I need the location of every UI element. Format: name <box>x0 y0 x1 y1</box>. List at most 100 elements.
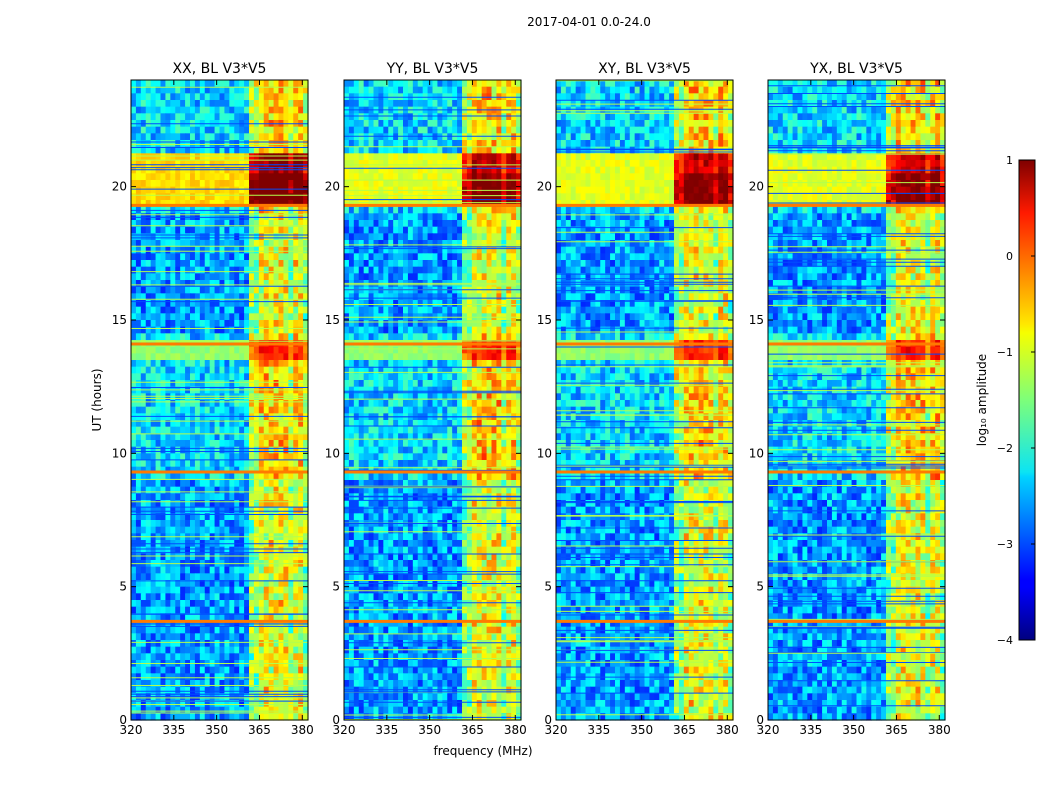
heatmap-cell <box>383 273 389 280</box>
heatmap-cell <box>254 273 260 280</box>
heatmap-cell <box>447 133 453 140</box>
heatmap-cell <box>141 407 147 414</box>
heatmap-cell <box>264 133 270 140</box>
heatmap-cell <box>195 640 201 647</box>
heatmap-cell <box>418 207 424 214</box>
heatmap-cell <box>239 493 245 500</box>
heatmap-cell <box>369 80 375 87</box>
heatmap-cell <box>462 233 468 240</box>
heatmap-cell <box>293 153 299 160</box>
heatmap-cell <box>259 440 265 447</box>
heatmap-cell <box>151 313 157 320</box>
heatmap-cell <box>428 180 434 187</box>
heatmap-cell <box>156 360 162 367</box>
heatmap-cell <box>156 173 162 180</box>
heatmap-cell <box>190 227 196 234</box>
heatmap-cell <box>131 227 137 234</box>
heatmap-cell <box>195 247 201 254</box>
heatmap-cell <box>244 360 250 367</box>
heatmap-cell <box>175 587 181 594</box>
heatmap-cell <box>269 360 275 367</box>
heatmap-cell <box>170 193 176 200</box>
heatmap-cell <box>264 267 270 274</box>
heatmap-cell <box>146 573 152 580</box>
heatmap-cell <box>200 480 206 487</box>
heatmap-cell <box>279 173 285 180</box>
heatmap-cell <box>229 447 235 454</box>
heatmap-cell <box>175 300 181 307</box>
heatmap-cell <box>279 80 285 87</box>
panel-title: XX, BL V3*V5 <box>173 61 267 77</box>
heatmap-cell <box>205 553 211 560</box>
heatmap-cell <box>298 407 304 414</box>
heatmap-cell <box>467 273 473 280</box>
heatmap-cell <box>190 320 196 327</box>
heatmap-cell <box>146 427 152 434</box>
heatmap-cell <box>146 107 152 114</box>
heatmap-cell <box>215 287 221 294</box>
heatmap-cell <box>283 667 289 674</box>
heatmap-cell <box>249 327 255 334</box>
heatmap-cell <box>477 260 483 267</box>
heatmap-cell <box>506 127 512 134</box>
heatmap-cell <box>165 80 171 87</box>
heatmap-cell <box>423 220 429 227</box>
heatmap-cell <box>408 220 414 227</box>
heatmap-cell <box>283 520 289 527</box>
heatmap-cell <box>175 227 181 234</box>
heatmap-cell <box>349 213 355 220</box>
heatmap-cell <box>151 87 157 94</box>
heatmap-cell <box>210 673 216 680</box>
heatmap-cell <box>288 233 294 240</box>
heatmap-cell <box>482 140 488 147</box>
heatmap-cell <box>205 140 211 147</box>
heatmap-cell <box>264 287 270 294</box>
heatmap-cell <box>259 553 265 560</box>
heatmap-cell <box>293 527 299 534</box>
heatmap-cell <box>369 300 375 307</box>
heatmap-cell <box>156 400 162 407</box>
heatmap-cell <box>279 307 285 314</box>
heatmap-cell <box>274 307 280 314</box>
heatmap-cell <box>175 253 181 260</box>
heatmap-cell <box>175 160 181 167</box>
heatmap-cell <box>506 253 512 260</box>
heatmap-cell <box>210 527 216 534</box>
heatmap-cell <box>274 320 280 327</box>
heatmap-cell <box>244 627 250 634</box>
heatmap-cell <box>229 493 235 500</box>
heatmap-cell <box>393 80 399 87</box>
heatmap-cell <box>408 293 414 300</box>
heatmap-cell <box>288 607 294 614</box>
heatmap-cell <box>293 233 299 240</box>
heatmap-cell <box>506 327 512 334</box>
heatmap-cell <box>200 360 206 367</box>
heatmap-cell <box>423 120 429 127</box>
heatmap-cell <box>131 640 137 647</box>
heatmap-cell <box>136 160 142 167</box>
heatmap-cell <box>487 173 493 180</box>
heatmap-cell <box>283 407 289 414</box>
heatmap-cell <box>408 120 414 127</box>
heatmap-cell <box>423 307 429 314</box>
heatmap-cell <box>190 360 196 367</box>
heatmap-cell <box>269 80 275 87</box>
heatmap-cell <box>205 233 211 240</box>
heatmap-cell <box>141 180 147 187</box>
heatmap-cell <box>298 687 304 694</box>
heatmap-cell <box>151 427 157 434</box>
heatmap-cell <box>496 253 502 260</box>
heatmap-cell <box>220 320 226 327</box>
heatmap-cell <box>374 273 380 280</box>
heatmap-cell <box>462 160 468 167</box>
heatmap-cell <box>418 173 424 180</box>
heatmap-cell <box>215 507 221 514</box>
heatmap-cell <box>254 113 260 120</box>
heatmap-cell <box>180 253 186 260</box>
heatmap-cell <box>487 327 493 334</box>
heatmap-cell <box>447 273 453 280</box>
heatmap-cell <box>229 193 235 200</box>
heatmap-cell <box>388 333 394 340</box>
heatmap-cell <box>136 187 142 194</box>
heatmap-cell <box>472 173 478 180</box>
